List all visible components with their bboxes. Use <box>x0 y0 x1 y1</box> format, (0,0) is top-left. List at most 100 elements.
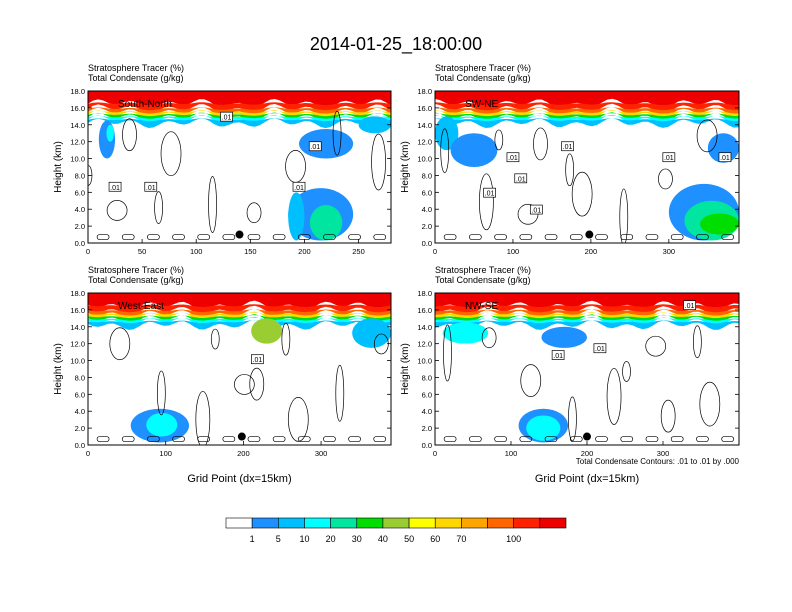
y-tick-label: 10.0 <box>417 155 432 164</box>
contour-label-box <box>514 173 528 184</box>
colorbar-swatch <box>539 517 567 529</box>
y-tick-label: 18.0 <box>417 87 432 96</box>
y-tick-label: 6.0 <box>75 390 85 399</box>
condensate-contour <box>222 234 236 240</box>
y-axis-label: Height (km) <box>400 141 411 193</box>
condensate-contour <box>323 234 336 240</box>
contour-label-box <box>292 181 306 192</box>
condensate-contour <box>494 129 504 151</box>
tracer-blob <box>700 213 739 235</box>
condensate-contour <box>469 234 482 240</box>
panel-label: SW-NE <box>465 99 498 110</box>
condensate-contour <box>533 127 548 161</box>
panel-subtitle: Stratosphere Tracer (%) <box>435 265 531 275</box>
contour-label: .01 <box>294 185 304 192</box>
condensate-contour <box>571 171 593 217</box>
colorbar-swatch <box>408 517 436 529</box>
contour-label-box <box>251 354 264 365</box>
condensate-contour <box>233 374 255 395</box>
y-tick-label: 18.0 <box>417 289 432 298</box>
condensate-contour <box>210 328 220 350</box>
colorbar-label: 70 <box>456 534 466 544</box>
y-tick-label: 10.0 <box>417 357 432 366</box>
condensate-contour <box>544 234 558 240</box>
x-tick-label: 100 <box>507 247 520 256</box>
condensate-contour <box>645 335 667 357</box>
contour-label: .01 <box>516 176 526 183</box>
condensate-contour <box>699 381 721 427</box>
y-tick-label: 4.0 <box>422 205 432 214</box>
y-tick-label: 16.0 <box>417 104 432 113</box>
tracer-band <box>88 118 391 129</box>
panel-subtitle: Stratosphere Tracer (%) <box>435 63 531 73</box>
condensate-contour <box>246 202 262 224</box>
panel-2: .01 .01 .01 .01 .01 .01 .01 SW-NE Stratosphere T… <box>400 63 740 256</box>
location-marker <box>235 230 244 239</box>
tracer-band <box>88 102 391 114</box>
condensate-contour <box>197 234 211 240</box>
y-axis-label: Height (km) <box>53 343 64 395</box>
tracer-blob <box>309 205 343 241</box>
condensate-contour <box>147 234 160 240</box>
y-tick-label: 2.0 <box>422 222 432 231</box>
y-tick-label: 6.0 <box>422 188 432 197</box>
condensate-contour <box>569 234 583 240</box>
y-tick-label: 8.0 <box>422 171 432 180</box>
condensate-contour <box>172 436 185 442</box>
x-axis-label: Grid Point (dx=15km) <box>187 473 291 485</box>
contour-label-box <box>683 300 696 311</box>
condensate-contour <box>494 436 507 442</box>
tracer-blob <box>442 322 489 344</box>
y-tick-label: 6.0 <box>75 188 85 197</box>
condensate-contour <box>519 234 533 240</box>
condensate-contour <box>335 364 345 422</box>
panel-subtitle: Total Condensate (g/kg) <box>88 73 184 83</box>
y-tick-label: 12.0 <box>70 340 85 349</box>
condensate-contour <box>520 364 542 397</box>
condensate-contour <box>249 367 265 401</box>
colorbar-label: 50 <box>404 534 414 544</box>
plot-frame <box>434 90 740 244</box>
y-tick-label: 8.0 <box>422 373 432 382</box>
y-axis-label: Height (km) <box>53 141 64 193</box>
contour-label: .01 <box>720 155 730 162</box>
colorbar-swatch <box>461 517 488 529</box>
condensate-contour <box>721 234 735 240</box>
tracer-blob <box>352 318 391 348</box>
tracer-band <box>435 293 739 311</box>
condensate-contour <box>154 191 163 224</box>
tracer-blob <box>299 129 354 159</box>
condensate-contour <box>519 436 533 442</box>
condensate-contour <box>696 436 709 442</box>
condensate-contour <box>565 153 575 187</box>
y-tick-label: 4.0 <box>75 205 85 214</box>
condensate-contour <box>121 436 135 442</box>
x-tick-label: 300 <box>657 449 670 458</box>
condensate-contour <box>622 361 631 382</box>
condensate-contour <box>568 396 577 442</box>
condensate-contour <box>106 200 128 221</box>
x-axis-label: Grid Point (dx=15km) <box>535 473 639 485</box>
x-tick-label: 0 <box>86 247 90 256</box>
contour-label: .01 <box>110 185 120 192</box>
condensate-contour <box>348 234 361 240</box>
colorbar-label: 60 <box>430 534 440 544</box>
plot-area: .01 .01 .01 .01 .01 .01 .01 <box>435 91 739 243</box>
y-tick-label: 2.0 <box>75 222 85 231</box>
panel-subtitle: Stratosphere Tracer (%) <box>88 63 184 73</box>
x-tick-label: 100 <box>505 449 518 458</box>
condensate-contour <box>479 173 494 231</box>
contour-label: .01 <box>563 144 573 151</box>
contour-label: .01 <box>553 353 563 360</box>
condensate-contour <box>696 119 718 153</box>
plot-background <box>435 293 739 445</box>
colorbar-label: 30 <box>352 534 362 544</box>
contour-label: .01 <box>531 208 541 215</box>
y-tick-label: 8.0 <box>75 373 85 382</box>
x-tick-label: 200 <box>585 247 598 256</box>
condensate-contour <box>595 436 608 442</box>
tracer-band <box>88 112 391 123</box>
tracer-band <box>88 311 391 322</box>
